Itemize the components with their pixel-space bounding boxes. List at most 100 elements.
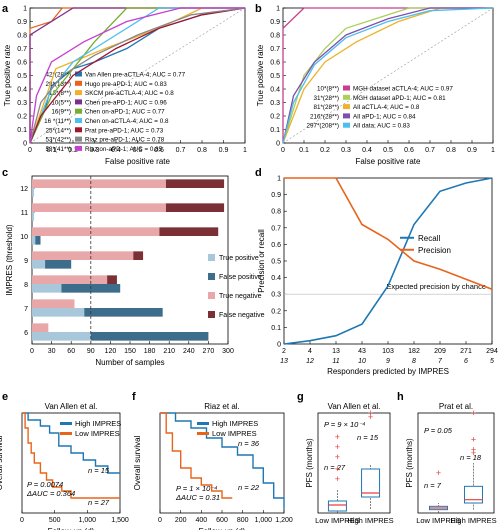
d-threshold-label: 5 bbox=[490, 358, 494, 365]
d-x-tick-label: 43 bbox=[358, 348, 366, 355]
c-x-tick-label: 60 bbox=[67, 348, 75, 355]
c-bar-false-negative bbox=[133, 251, 144, 260]
f-stat: ΔAUC = 0.31 bbox=[175, 493, 220, 502]
c-bar-false-positive bbox=[84, 308, 163, 317]
c-bar-true-negative bbox=[32, 251, 134, 260]
c-bar-true-negative bbox=[32, 179, 166, 188]
panel-label-h: h bbox=[397, 391, 404, 403]
d-threshold-label: 12 bbox=[306, 358, 314, 365]
c-x-tick-label: 270 bbox=[203, 348, 215, 355]
e-legend-label: Low IMPRES bbox=[75, 429, 120, 438]
a-x-tick-label: 0.1 bbox=[47, 147, 57, 154]
c-x-tick-label: 90 bbox=[87, 348, 95, 355]
f-title: Riaz et al. bbox=[204, 402, 240, 411]
f-x-tick-label: 400 bbox=[195, 517, 207, 524]
b-x-tick-label: 0.2 bbox=[320, 147, 330, 154]
b-legend-n: 10*(8**) bbox=[317, 86, 339, 93]
d-x-axis-label: Responders predicted by IMPRES bbox=[327, 367, 449, 376]
g-stat: P = 9 × 10⁻⁴ bbox=[324, 420, 366, 429]
d-y-tick-label: 0.7 bbox=[271, 225, 281, 232]
a-legend-swatch bbox=[75, 71, 82, 77]
a-roc-line bbox=[29, 7, 246, 144]
b-x-axis-label: False positive rate bbox=[356, 157, 421, 166]
c-category-label: 9 bbox=[24, 258, 28, 265]
b-legend-label: MGH dataset aCTLA-4; AUC = 0.97 bbox=[353, 86, 453, 93]
d-threshold-label: 10 bbox=[358, 358, 366, 365]
a-legend-swatch bbox=[75, 108, 82, 114]
b-legend-swatch bbox=[343, 113, 350, 119]
b-legend-swatch bbox=[343, 122, 350, 128]
a-y-tick-label: 0.7 bbox=[17, 46, 27, 53]
b-legend-n: 31*(28**) bbox=[313, 95, 339, 102]
a-legend-n: 28*(13**) bbox=[45, 81, 71, 88]
c-category-label: 11 bbox=[21, 210, 28, 217]
c-bar-true-negative bbox=[32, 275, 108, 284]
a-roc-line bbox=[29, 7, 245, 144]
d-legend-label: Recall bbox=[418, 234, 440, 243]
c-category-label: 7 bbox=[24, 306, 28, 313]
b-legend-swatch bbox=[343, 94, 350, 100]
f-y-axis-label: Overall survival bbox=[133, 435, 142, 490]
a-x-tick-label: 0.5 bbox=[133, 147, 143, 154]
f-legend-swatch bbox=[197, 432, 209, 435]
c-bar-false-negative bbox=[107, 275, 117, 284]
e-stat: ΔAUC = 0.364 bbox=[26, 489, 75, 498]
c-x-tick-label: 300 bbox=[222, 348, 234, 355]
c-legend-label: False negative bbox=[219, 312, 265, 319]
h-stat: P = 0.05 bbox=[424, 426, 453, 435]
d-y-tick-label: 0.3 bbox=[271, 292, 281, 299]
d-y-tick-label: 0.1 bbox=[271, 325, 281, 332]
a-legend-label: Chen on-aCTLA-4; AUC = 0.8 bbox=[85, 118, 169, 125]
a-legend-swatch bbox=[75, 118, 82, 123]
a-legend-n: 13*(8**) bbox=[49, 90, 71, 97]
c-x-tick-label: 30 bbox=[48, 348, 56, 355]
c-bar-true-positive bbox=[32, 260, 46, 269]
e-stat: P = 0.0074 bbox=[27, 480, 63, 489]
a-x-tick-label: 0.9 bbox=[219, 147, 229, 154]
g-outlier: + bbox=[335, 442, 340, 452]
c-bar-false-negative bbox=[165, 203, 225, 212]
c-x-tick-label: 180 bbox=[144, 348, 156, 355]
a-legend-swatch bbox=[75, 127, 82, 133]
b-legend-label: MGH dataset aPD-1; AUC = 0.81 bbox=[353, 95, 446, 102]
panel-label-f: f bbox=[132, 391, 136, 403]
b-x-tick-label: 0.5 bbox=[383, 147, 393, 154]
d-threshold-label: 6 bbox=[464, 358, 468, 365]
c-category-label: 6 bbox=[24, 330, 28, 337]
a-legend-n: 16(9**) bbox=[51, 109, 71, 116]
b-x-tick-label: 1 bbox=[491, 147, 495, 154]
h-outlier: + bbox=[471, 448, 476, 458]
panel-g-boxplot: Van Allen et al. PFS (months) Low IMPRES n … bbox=[305, 402, 394, 525]
d-threshold-label: 8 bbox=[412, 358, 416, 365]
b-legend-swatch bbox=[343, 104, 350, 110]
h-axes-frame bbox=[417, 412, 495, 514]
a-x-tick-label: 0.8 bbox=[197, 147, 207, 154]
f-x-tick-label: 1,000 bbox=[255, 517, 273, 524]
c-bar-true-negative bbox=[32, 203, 166, 212]
f-x-tick-label: 0 bbox=[158, 517, 162, 524]
h-outlier: + bbox=[436, 468, 441, 478]
c-x-tick-label: 0 bbox=[30, 348, 34, 355]
b-x-tick-label: 0 bbox=[281, 147, 285, 154]
e-legend-swatch bbox=[60, 432, 72, 435]
d-x-tick-label: 103 bbox=[382, 348, 394, 355]
b-y-tick-label: 0.1 bbox=[270, 127, 280, 134]
f-x-axis-label: Follow-up (d) bbox=[199, 527, 246, 530]
panel-label-d: d bbox=[255, 167, 262, 179]
b-y-tick-label: 0.2 bbox=[270, 114, 280, 121]
f-x-tick-label: 600 bbox=[216, 517, 228, 524]
a-legend-n: 25*(14**) bbox=[45, 127, 71, 134]
b-y-tick-label: 0.3 bbox=[270, 100, 280, 107]
d-x-tick-label: 4 bbox=[308, 348, 312, 355]
a-y-tick-label: 0.9 bbox=[17, 19, 27, 26]
b-roc-line bbox=[282, 7, 493, 144]
a-legend-swatch bbox=[75, 80, 82, 86]
f-legend-swatch bbox=[197, 422, 209, 425]
a-y-tick-label: 0.3 bbox=[17, 100, 27, 107]
c-y-axis-label: IMPRES (threshold) bbox=[5, 224, 14, 295]
d-y-tick-label: 0.8 bbox=[271, 209, 281, 216]
b-roc-line bbox=[282, 7, 494, 144]
a-legend-label: Hugo pre-aPD-1; AUC = 0.83 bbox=[85, 81, 167, 88]
e-x-tick-label: 500 bbox=[49, 517, 61, 524]
c-category-label: 8 bbox=[24, 282, 28, 289]
